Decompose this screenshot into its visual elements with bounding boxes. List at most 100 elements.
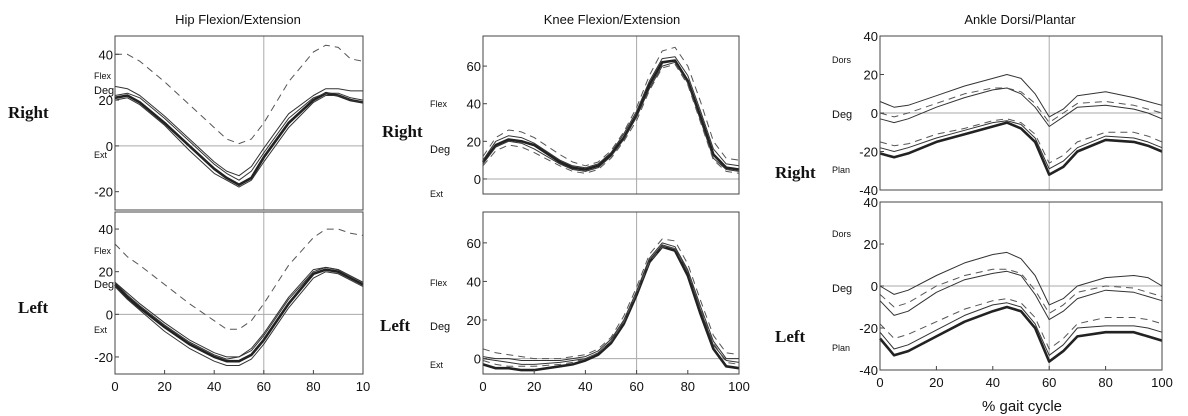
x-tick-label: 80 [681,379,695,394]
series-line-3 [482,46,740,167]
y-tick-label: 20 [467,313,481,328]
series-line-5 [879,74,1163,118]
series-line-4 [114,228,364,330]
y-axis-label: Deg [430,144,450,156]
y-tick-label: -20 [859,321,878,336]
y-tick-label: 40 [467,97,481,112]
series-line-5 [879,251,1163,306]
x-tick-label: 40 [578,379,592,394]
x-tick-label: 20 [157,379,171,394]
y-tick-label: 20 [99,265,113,280]
x-tick-label: 0 [479,379,486,394]
x-tick-label: 0 [876,375,883,390]
x-tick-label: 100 [728,379,750,394]
series-line-1 [879,120,1163,170]
series-line-3 [114,266,364,360]
upper-label: Dors [832,55,852,65]
x-tick-label: 40 [986,375,1000,390]
lower-label: Ext [94,325,108,335]
side-label: Right [8,103,49,122]
upper-label: Flex [94,246,112,256]
x-tick-label: 60 [257,379,271,394]
side-label: Right [382,122,423,141]
y-tick-label: 40 [864,195,878,210]
y-axis-label: Deg [832,109,852,121]
x-tick-label: 80 [306,379,320,394]
series-line-1 [482,56,740,169]
panel-title: Hip Flexion/Extension [175,12,301,27]
series-line-3 [482,238,740,360]
panel-hip-right: Hip Flexion/Extension -20 0 20 40 Right Flex D… [8,12,364,211]
side-label: Left [18,298,49,317]
series-line-4 [879,268,1163,314]
series-line-1 [879,302,1163,356]
y-axis-label: Deg [832,283,852,295]
panel-knee-left: 0 20 40 60 0 20 40 60 80 100 Left Flex Deg Ext [380,211,750,394]
x-tick-label: 60 [1042,375,1056,390]
series-line-2 [482,242,739,361]
lower-label: Ext [430,360,444,370]
y-tick-label: -20 [94,350,113,365]
y-tick-label: 40 [467,274,481,289]
x-tick-label: 0 [111,379,118,394]
series-line-3 [879,87,1163,127]
series-line-0 [879,121,1163,176]
y-tick-label: 0 [106,307,113,322]
series-line-2 [482,61,740,172]
series-line-3 [114,85,363,177]
y-tick-label: 60 [467,59,481,74]
y-tick-label: -40 [859,183,878,198]
y-tick-label: 20 [864,68,878,83]
upper-label: Flex [94,71,112,81]
x-tick-label: 10 [356,379,370,394]
series-line-4 [115,44,364,145]
series-line-2 [114,271,364,366]
panel-ankle-left: -40 -20 0 20 40 0 20 40 60 80 100 Left Dors Deg Plan [775,195,1173,390]
upper-label: Flex [430,99,448,109]
lower-label: Plan [832,343,850,353]
series-line-0 [482,245,740,372]
x-tick-label: 20 [929,375,943,390]
series-line-0 [114,268,364,363]
x-tick-label: 80 [1098,375,1112,390]
panel-title: Knee Flexion/Extension [544,12,681,27]
y-tick-label: -20 [859,145,878,160]
y-tick-label: 40 [99,47,113,62]
y-tick-label: 40 [864,29,878,44]
y-axis-label: Deg [430,321,450,333]
panel-hip-left: -20 0 20 40 0 20 40 60 80 10 Left Flex Deg Ext [18,211,370,394]
lower-label: Ext [94,150,108,160]
y-tick-label: 60 [467,236,481,251]
series-line-3 [879,270,1163,321]
x-tick-label: 20 [527,379,541,394]
series-line-1 [114,92,364,181]
side-label: Right [775,163,816,182]
x-tick-label: 40 [207,379,221,394]
x-tick-label: 100 [1151,375,1173,390]
y-tick-label: 20 [467,134,481,149]
panel-knee-right: Knee Flexion/Extension 0 20 40 60 Right Flex D… [382,12,740,199]
panel-ankle-right: Ankle Dorsi/Plantar -40 -20 0 20 40 Right Dors… [775,12,1163,198]
panel-title: Ankle Dorsi/Plantar [964,12,1076,27]
series-line-2 [114,95,364,188]
y-tick-label: 0 [871,279,878,294]
y-tick-label: 0 [474,352,481,367]
y-tick-label: 20 [864,237,878,252]
series-line-0 [879,305,1163,363]
series-line-2 [879,298,1163,350]
y-tick-label: 20 [99,93,113,108]
side-label: Left [775,327,806,346]
y-tick-label: 0 [871,106,878,121]
y-tick-label: 0 [474,172,481,187]
y-tick-label: 0 [106,139,113,154]
plot-frame [482,35,740,195]
y-tick-label: -20 [94,185,113,200]
side-label: Left [380,316,411,335]
series-line-4 [482,63,740,174]
lower-label: Ext [430,189,444,199]
series-line-1 [482,244,740,365]
plot-frame [114,35,364,211]
x-axis-label: % gait cycle [982,398,1062,415]
y-axis-label: Deg [94,279,114,291]
